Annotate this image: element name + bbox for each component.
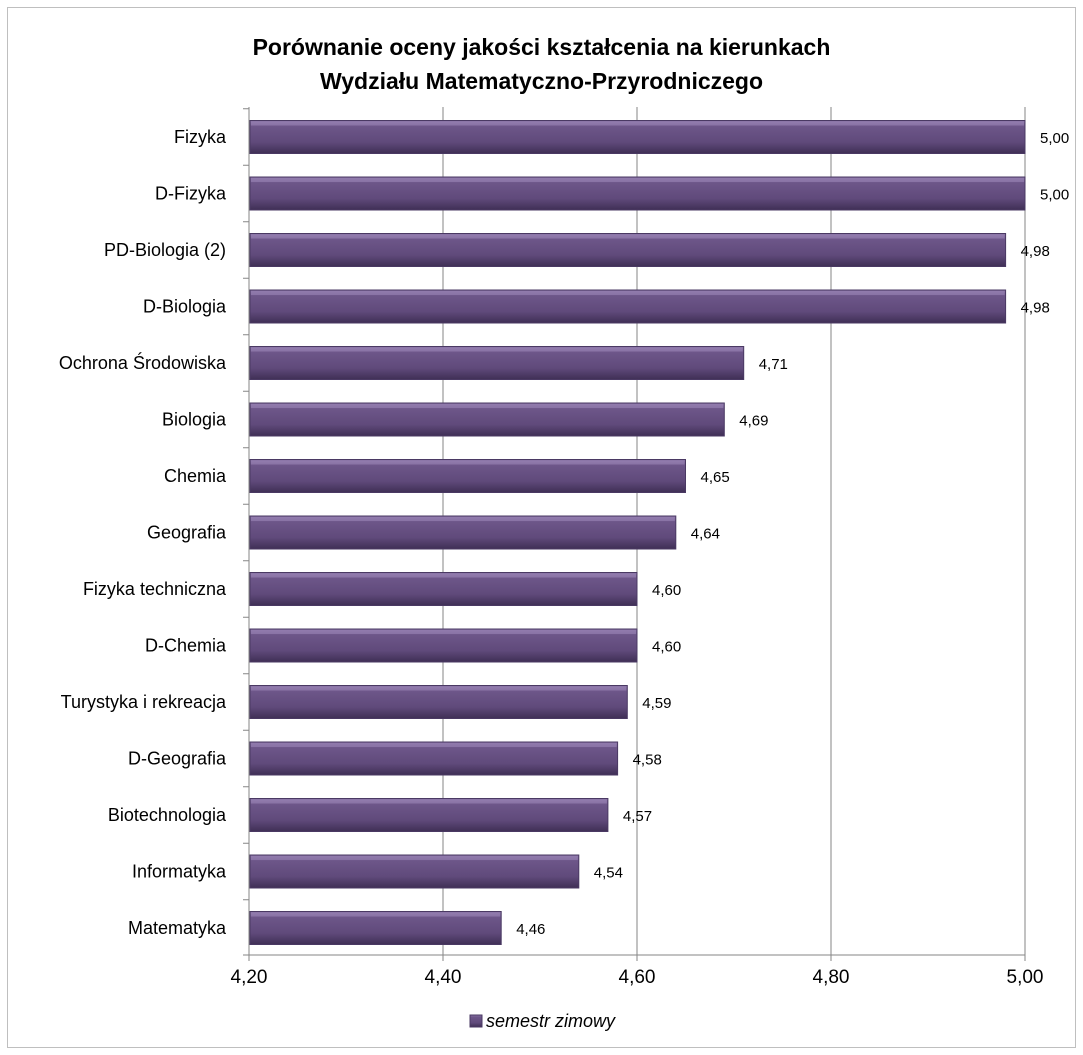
value-label: 4,54 (594, 865, 623, 882)
bar-geografia (249, 515, 677, 550)
category-label: Matematyka (128, 918, 227, 938)
category-label: D-Fizyka (155, 184, 227, 204)
bar-highlight (251, 743, 617, 747)
legend-swatch (469, 1014, 483, 1028)
category-label: Chemia (164, 466, 227, 486)
bar-fizyka-techniczna (249, 572, 638, 606)
bar-turystyka-i-rekreacja (249, 685, 628, 719)
bar-chemia (249, 459, 686, 493)
bar-biotechnologia (249, 798, 609, 832)
chart-title: Porównanie oceny jakości kształcenia na … (0, 30, 1083, 98)
category-label: PD-Biologia (2) (104, 240, 226, 260)
labels: 4,20 4,40 4,60 4,80 5,00 Fizyka 5,00 D-Fizyka 5,… (59, 127, 1069, 988)
axes (243, 107, 1026, 961)
x-tick-label: 4,40 (425, 967, 462, 988)
bar-d-geografia (249, 741, 619, 776)
bar-highlight (251, 404, 724, 408)
value-label: 4,64 (691, 526, 720, 543)
bar-d-fizyka (249, 176, 1026, 211)
bar-highlight (251, 912, 501, 917)
bar-highlight (251, 291, 1005, 295)
chart-title-line-2: Wydziału Matematyczno-Przyrodniczego (319, 68, 764, 94)
bar-biologia (249, 402, 725, 437)
x-tick-label: 4,60 (619, 967, 656, 988)
bar-informatyka (249, 854, 580, 889)
bar-matematyka (249, 911, 502, 945)
bar-highlight (251, 347, 743, 352)
value-label: 4,46 (516, 921, 545, 938)
x-tick-label: 5,00 (1007, 967, 1044, 988)
value-label: 4,98 (1021, 243, 1050, 260)
bar-highlight (251, 178, 1024, 182)
legend: semestr zimowy (469, 1011, 616, 1031)
x-tick-label: 4,20 (231, 967, 268, 988)
bar-d-biologia (249, 289, 1007, 324)
category-label: Biologia (162, 410, 227, 430)
bar-highlight (251, 460, 685, 465)
bar-highlight (251, 630, 636, 634)
value-label: 4,65 (701, 469, 730, 486)
value-label: 5,00 (1040, 187, 1069, 204)
value-label: 4,69 (739, 413, 768, 430)
bar-highlight (251, 517, 675, 521)
category-label: Biotechnologia (108, 805, 227, 825)
category-label: Geografia (147, 523, 227, 543)
bar-fizyka (249, 120, 1026, 154)
value-label: 5,00 (1040, 130, 1069, 147)
value-label: 4,71 (759, 356, 788, 373)
category-label: Fizyka techniczna (83, 579, 227, 599)
category-label: D-Geografia (128, 749, 227, 769)
bar-highlight (251, 121, 1024, 126)
value-label: 4,59 (642, 695, 671, 712)
x-tick-label: 4,80 (813, 967, 850, 988)
bar-highlight (251, 799, 607, 804)
bar-ochrona-środowiska (249, 346, 745, 380)
bar-highlight (251, 234, 1005, 239)
category-label: Informatyka (132, 862, 227, 882)
value-label: 4,58 (633, 752, 662, 769)
value-label: 4,98 (1021, 300, 1050, 317)
bar-highlight (251, 856, 578, 860)
category-label: D-Biologia (143, 297, 227, 317)
value-label: 4,60 (652, 582, 681, 599)
value-label: 4,57 (623, 808, 652, 825)
category-label: Turystyka i rekreacja (61, 692, 227, 712)
bars (249, 120, 1026, 945)
chart-title-line-1: Porównanie oceny jakości kształcenia na … (252, 34, 831, 60)
value-label: 4,60 (652, 639, 681, 656)
category-label: Fizyka (174, 127, 227, 147)
bar-d-chemia (249, 628, 638, 663)
bar-highlight (251, 686, 627, 691)
bar-highlight (251, 573, 636, 578)
legend-label: semestr zimowy (486, 1011, 616, 1031)
category-label: D-Chemia (145, 636, 227, 656)
category-label: Ochrona Środowiska (59, 352, 227, 373)
bar-pd-biologia-2- (249, 233, 1007, 267)
